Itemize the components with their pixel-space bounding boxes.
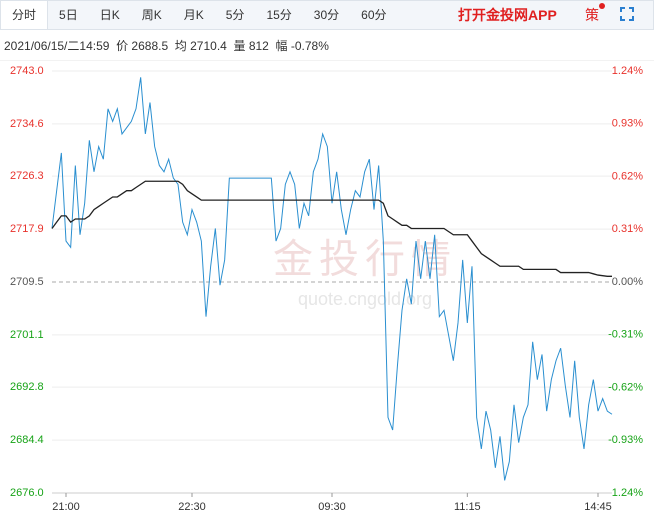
- y-tick-label: 2743.0: [10, 65, 44, 77]
- fullscreen-icon[interactable]: [620, 7, 634, 21]
- y-tick-label: 2701.1: [10, 329, 44, 341]
- y2-tick-label: -1.24%: [608, 487, 643, 499]
- y-tick-label: 2709.5: [10, 276, 44, 288]
- y2-tick-label: -0.31%: [608, 329, 643, 341]
- tab[interactable]: 月K: [183, 8, 204, 22]
- y-tick-label: 2717.9: [10, 223, 44, 235]
- y-tick-label: 2726.3: [10, 170, 44, 182]
- tab[interactable]: 15分: [266, 8, 292, 22]
- x-tick-label: 14:45: [584, 501, 612, 513]
- watermark-url: quote.cngold.org: [298, 289, 432, 309]
- x-tick-label: 21:00: [52, 501, 80, 513]
- y2-tick-label: 1.24%: [612, 65, 643, 77]
- y2-tick-label: 0.62%: [612, 170, 643, 182]
- badge-dot: [599, 3, 605, 9]
- quote-info: 2021/06/15/二14:59 价 2688.5 均 2710.4 量 81…: [4, 39, 329, 53]
- tab[interactable]: 5日: [59, 8, 78, 22]
- x-tick-label: 09:30: [318, 501, 346, 513]
- tab[interactable]: 周K: [141, 8, 162, 22]
- line-series: [51, 180, 612, 277]
- line-series: [51, 77, 613, 481]
- tab[interactable]: 分时: [1, 1, 49, 29]
- tab[interactable]: 60分: [361, 8, 387, 22]
- y2-tick-label: 0.93%: [612, 118, 643, 130]
- strategy-button[interactable]: 策: [585, 7, 599, 23]
- y-tick-label: 2734.6: [10, 118, 44, 130]
- app-link[interactable]: 打开金投网APP: [458, 7, 557, 23]
- y2-tick-label: 0.31%: [612, 223, 643, 235]
- tab-bar: 分时 5日 日K 周K 月K 5分 15分 30分 60分: [0, 0, 654, 30]
- tab[interactable]: 5分: [225, 8, 245, 22]
- x-tick-label: 22:30: [178, 501, 206, 513]
- y2-tick-label: -0.62%: [608, 381, 643, 393]
- y2-tick-label: 0.00%: [612, 276, 643, 288]
- y-tick-label: 2692.8: [10, 381, 44, 393]
- tab[interactable]: 30分: [313, 8, 340, 22]
- y2-tick-label: -0.93%: [608, 434, 643, 446]
- tab[interactable]: 日K: [99, 8, 120, 22]
- x-tick-label: 11:15: [454, 501, 481, 513]
- y-tick-label: 2676.0: [10, 487, 44, 499]
- y-tick-label: 2684.4: [10, 434, 44, 446]
